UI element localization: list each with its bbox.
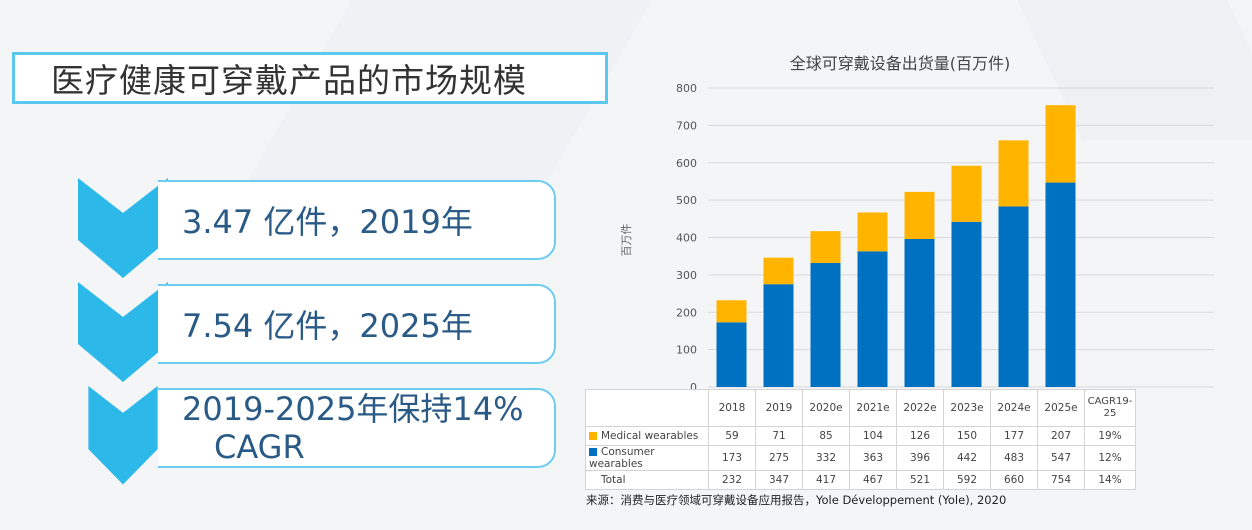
bar-consumer xyxy=(716,322,747,387)
bar-consumer xyxy=(951,221,982,387)
bar-medical xyxy=(857,212,888,252)
y-tick-label: 200 xyxy=(676,306,697,319)
table-cell: 442 xyxy=(943,445,991,471)
table-cell: 85 xyxy=(802,426,850,446)
y-tick-label: 800 xyxy=(676,82,697,95)
bar-medical xyxy=(763,257,794,285)
table-row-medical: Medical wearables 59 71 85 104 126 150 177 207 1… xyxy=(585,426,1136,446)
bar-medical xyxy=(904,191,935,239)
y-tick-label: 0 xyxy=(690,381,697,394)
table-cell: 12% xyxy=(1084,445,1136,471)
chevron-down-icon xyxy=(78,282,168,382)
table-cell: 232 xyxy=(708,470,756,490)
chevron-down-icon xyxy=(78,178,168,278)
bar-consumer xyxy=(763,284,794,387)
legend-swatch-consumer xyxy=(589,448,597,456)
blank-swatch xyxy=(589,476,597,484)
bar-consumer xyxy=(810,262,841,387)
chart-title: 全球可穿戴设备出货量(百万件) xyxy=(789,54,1011,73)
series-name: Medical wearables xyxy=(601,430,699,442)
bar-consumer xyxy=(998,206,1029,387)
table-cell: 150 xyxy=(943,426,991,446)
table-header-cell: 2022e xyxy=(896,389,944,427)
table-cell: 126 xyxy=(896,426,944,446)
data-table: 2018 2019 2020e 2021e 2022e 2023e 2024e 2025e CA… xyxy=(585,389,1136,490)
table-header-cell: 2021e xyxy=(849,389,897,427)
table-cell: 347 xyxy=(755,470,803,490)
key-point-text: 7.54 亿件，2025年 xyxy=(182,307,473,345)
series-label-total: Total xyxy=(585,470,709,490)
table-cell: 19% xyxy=(1084,426,1136,446)
table-row-total: Total 232 347 417 467 521 592 660 754 14% xyxy=(585,470,1136,490)
y-tick-label: 700 xyxy=(676,119,697,132)
key-point-3: 2019-2025年保持14% CAGR xyxy=(158,388,556,468)
series-name: Total xyxy=(601,474,626,486)
table-cell: 71 xyxy=(755,426,803,446)
table-cell: 547 xyxy=(1037,445,1085,471)
table-cell: 592 xyxy=(943,470,991,490)
table-cell: 104 xyxy=(849,426,897,446)
table-cell: 207 xyxy=(1037,426,1085,446)
bar-medical xyxy=(998,140,1029,207)
table-cell: 417 xyxy=(802,470,850,490)
table-cell: 467 xyxy=(849,470,897,490)
table-header-cell: 2020e xyxy=(802,389,850,427)
y-tick-label: 300 xyxy=(676,269,697,282)
series-label-medical: Medical wearables xyxy=(585,426,709,446)
table-header-cell: 2025e xyxy=(1037,389,1085,427)
bar-medical xyxy=(716,300,747,323)
table-header-cell: 2019 xyxy=(755,389,803,427)
chevron-down-icon xyxy=(88,386,158,485)
bar-consumer xyxy=(904,238,935,387)
y-tick-label: 500 xyxy=(676,194,697,207)
slide-title: 医疗健康可穿戴产品的市场规模 xyxy=(12,52,608,104)
y-tick-label: 600 xyxy=(676,157,697,170)
table-header-cell: 2023e xyxy=(943,389,991,427)
key-point-2: 7.54 亿件，2025年 xyxy=(158,284,556,364)
table-cell: 59 xyxy=(708,426,756,446)
table-cell: 754 xyxy=(1037,470,1085,490)
key-point-text: CAGR xyxy=(214,428,305,466)
key-point-1: 3.47 亿件，2019年 xyxy=(158,180,556,260)
table-header-cell: CAGR19-25 xyxy=(1084,389,1136,427)
table-cell: 177 xyxy=(990,426,1038,446)
key-point-text: 2019-2025年保持14% xyxy=(182,390,524,428)
table-cell: 660 xyxy=(990,470,1038,490)
table-cell: 396 xyxy=(896,445,944,471)
table-cell: 14% xyxy=(1084,470,1136,490)
table-cell: 363 xyxy=(849,445,897,471)
y-axis-label: 百万件 xyxy=(620,224,633,257)
series-label-consumer: Consumer wearables xyxy=(585,445,709,471)
table-cell: 275 xyxy=(755,445,803,471)
table-cell: 483 xyxy=(990,445,1038,471)
bar-medical xyxy=(1045,105,1076,183)
source-note: 来源：消费与医疗领域可穿戴设备应用报告，Yole Développement (… xyxy=(586,493,1007,507)
bar-medical xyxy=(810,231,841,263)
table-header-cell: 2018 xyxy=(708,389,756,427)
bar-consumer xyxy=(857,251,888,387)
legend-swatch-medical xyxy=(589,432,597,440)
key-point-text: 3.47 亿件，2019年 xyxy=(182,203,473,241)
table-cell: 332 xyxy=(802,445,850,471)
series-name: Consumer wearables xyxy=(589,446,655,470)
table-cell: 173 xyxy=(708,445,756,471)
table-header-cell: 2024e xyxy=(990,389,1038,427)
y-tick-label: 100 xyxy=(676,344,697,357)
y-tick-label: 400 xyxy=(676,232,697,245)
bar-consumer xyxy=(1045,182,1076,387)
table-corner xyxy=(585,389,709,427)
table-cell: 521 xyxy=(896,470,944,490)
table-row-consumer: Consumer wearables 173 275 332 363 396 442 483… xyxy=(585,445,1136,471)
bar-medical xyxy=(951,165,982,222)
table-header-row: 2018 2019 2020e 2021e 2022e 2023e 2024e 2025e CA… xyxy=(585,389,1136,427)
